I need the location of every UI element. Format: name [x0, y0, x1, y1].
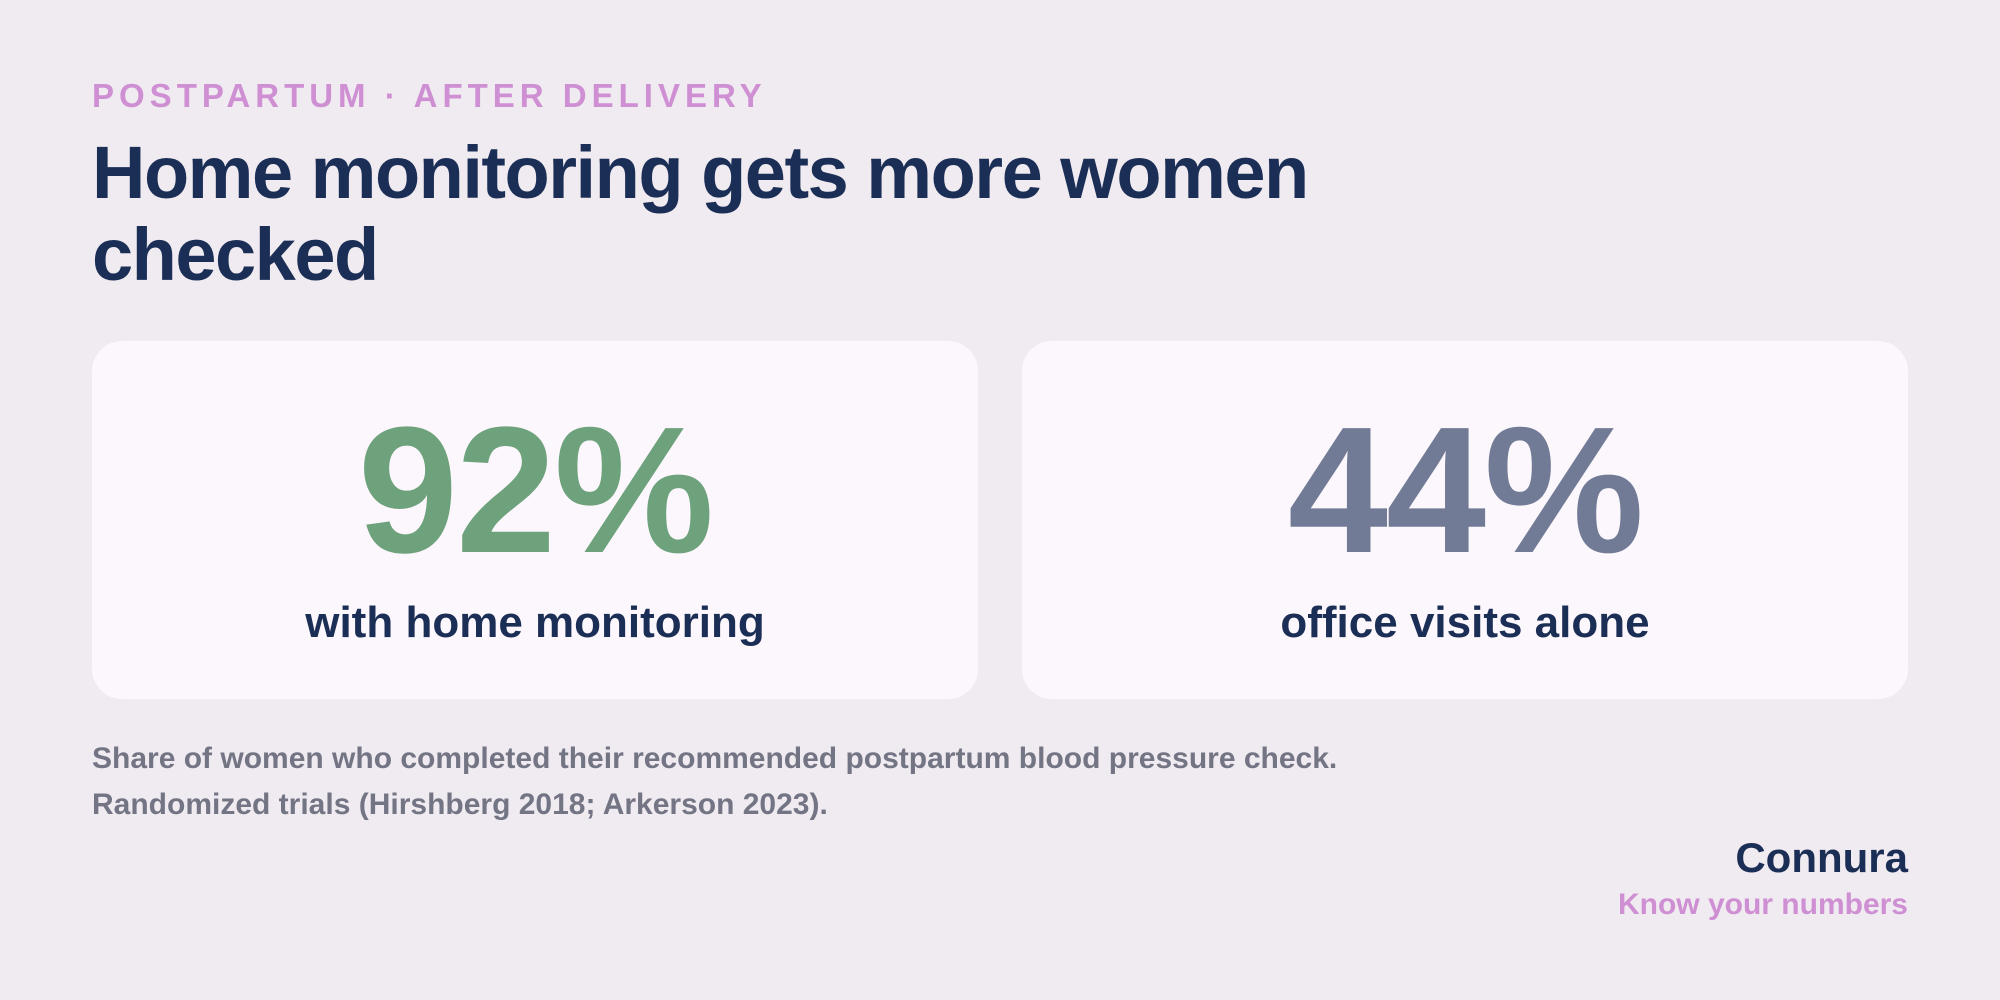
- eyebrow-label: POSTPARTUM · AFTER DELIVERY: [92, 77, 767, 114]
- stat-card-home-monitoring: 92% with home monitoring: [92, 341, 978, 699]
- brand-tagline: Know your numbers: [1617, 888, 1908, 921]
- footnote: Share of women who completed their recom…: [92, 736, 1337, 828]
- footnote-source: Randomized trials (Hirshberg 2018; Arker…: [92, 788, 828, 821]
- footnote-description: Share of women who completed their recom…: [92, 742, 1338, 775]
- stat-card-office-visits: 44% office visits alone: [1022, 341, 1908, 699]
- page-title: Home monitoring gets more women checked: [92, 131, 1309, 296]
- stat-label: office visits alone: [1280, 598, 1650, 647]
- brand-block: Connura Know your numbers: [1618, 832, 1908, 926]
- brand-name: Connura: [1735, 834, 1908, 881]
- stat-label: with home monitoring: [305, 598, 765, 647]
- stat-value: 92%: [357, 390, 714, 591]
- stat-value: 44%: [1287, 390, 1644, 591]
